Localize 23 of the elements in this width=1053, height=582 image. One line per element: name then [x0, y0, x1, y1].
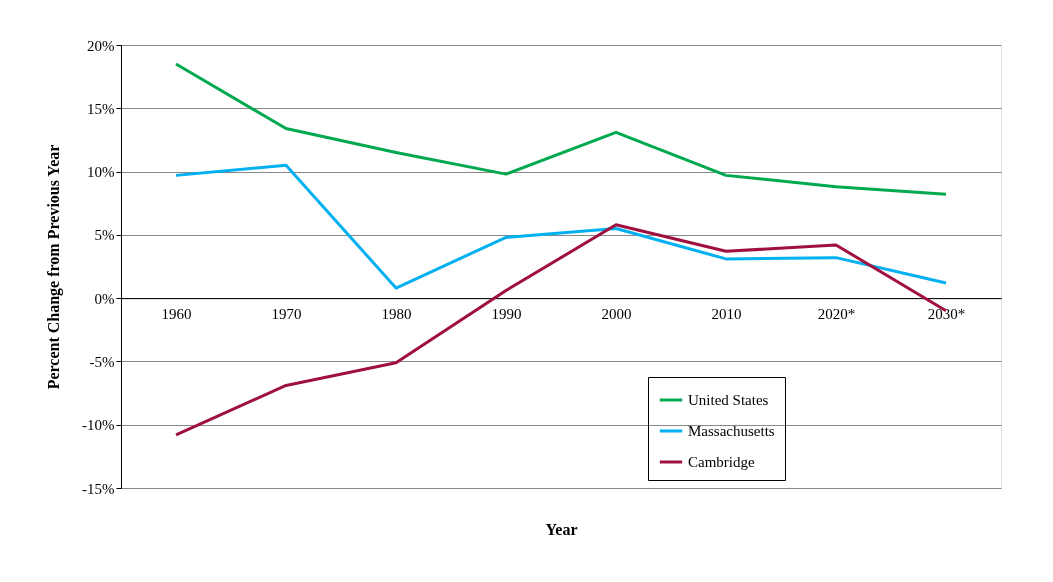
x-tick-label: 2010 [711, 305, 742, 322]
y-tick-label: -10% [82, 417, 115, 434]
line-series [174, 62, 948, 196]
x-tick-label: 1990 [491, 305, 522, 322]
line-series [174, 163, 948, 290]
x-tick-label: 2030* [927, 305, 966, 322]
y-tick-label: 15% [87, 100, 115, 117]
y-tick-label: 10% [87, 164, 115, 181]
y-axis-title: Percent Change from Previous Year [45, 144, 64, 390]
x-tick-label: 2020* [817, 305, 856, 322]
y-tick-label: -5% [89, 353, 115, 370]
legend-label: Massachusetts [688, 423, 775, 439]
y-tick-label: 0% [94, 290, 115, 307]
y-tick-label: 20% [87, 37, 115, 54]
x-tick-label: 2000 [601, 305, 632, 322]
x-tick-label: 1980 [381, 305, 412, 322]
x-tick-label: 1970 [271, 305, 302, 322]
legend-label: United States [688, 392, 769, 408]
x-tick-label: 1960 [161, 305, 192, 322]
y-tick-label: -15% [82, 480, 115, 497]
x-axis-title: Year [545, 520, 578, 538]
y-tick-label: 5% [94, 227, 115, 244]
legend-label: Cambridge [688, 454, 755, 470]
